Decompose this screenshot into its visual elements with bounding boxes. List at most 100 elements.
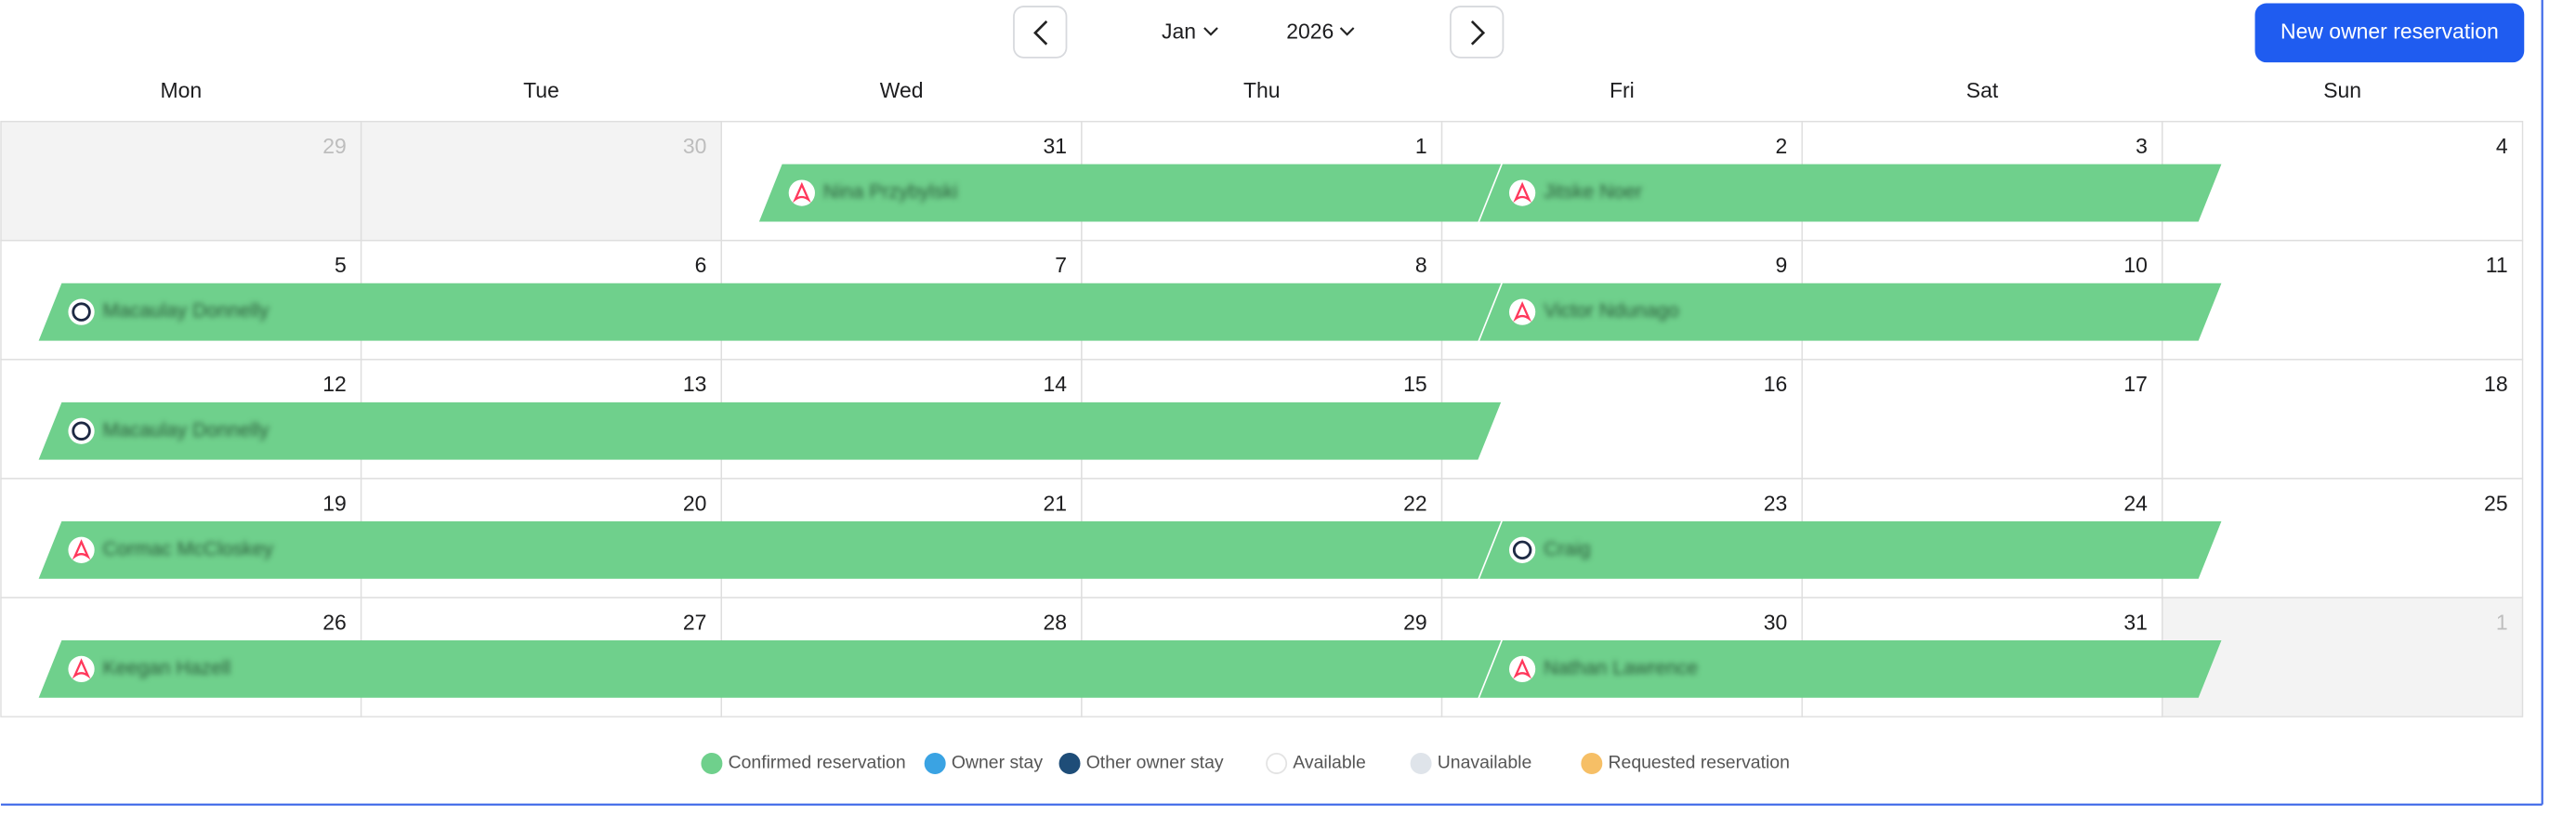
prev-button-box[interactable] bbox=[1013, 6, 1068, 59]
legend-label: Requested reservation bbox=[1608, 753, 1789, 773]
weekday-label: Fri bbox=[1610, 78, 1635, 102]
day-number: 20 bbox=[683, 491, 707, 515]
reservation-bar bbox=[38, 520, 1502, 579]
new-reservation-button[interactable] bbox=[2254, 3, 2525, 63]
new-reservation-label[interactable]: New owner reservation bbox=[2280, 19, 2499, 43]
other-logo bbox=[72, 302, 91, 322]
reservation-bar bbox=[38, 401, 1502, 460]
day-cell bbox=[360, 121, 722, 242]
reservation[interactable]: Jitske Noerairbnb bbox=[1479, 164, 2222, 222]
month-select[interactable]: Jan bbox=[1162, 19, 1196, 43]
guest-name: Jitske Noer bbox=[1544, 181, 1642, 203]
next-button-box[interactable] bbox=[1450, 6, 1505, 59]
day-cell bbox=[2162, 121, 2524, 242]
reservation-bar bbox=[1479, 639, 2222, 698]
day-cell bbox=[1440, 359, 1803, 480]
day-number: 2 bbox=[1776, 134, 1788, 158]
day-number: 17 bbox=[2123, 372, 2148, 396]
year-select[interactable]: 2026 bbox=[1286, 19, 1334, 43]
weekday-label: Sun bbox=[2323, 78, 2361, 102]
reservation[interactable]: Macaulay Donnellyother bbox=[38, 283, 1502, 341]
legend-label: Owner stay bbox=[952, 753, 1044, 773]
legend-dot bbox=[924, 752, 946, 774]
day-number: 29 bbox=[1403, 610, 1427, 634]
day-number: 7 bbox=[1055, 253, 1067, 277]
reservation[interactable]: Victor Ndunagoairbnb bbox=[1479, 283, 2222, 341]
legend-label: Confirmed reservation bbox=[729, 753, 906, 773]
legend-dot bbox=[1581, 752, 1603, 774]
legend-dot bbox=[1266, 752, 1288, 774]
weekday-label: Thu bbox=[1243, 78, 1281, 102]
legend-dot bbox=[701, 752, 723, 774]
day-number: 31 bbox=[1043, 134, 1067, 158]
other-logo bbox=[1512, 540, 1532, 560]
day-number: 27 bbox=[683, 610, 707, 634]
day-cell bbox=[2162, 359, 2524, 480]
guest-name: Nina Przybylski bbox=[823, 181, 958, 203]
day-number: 18 bbox=[2484, 372, 2508, 396]
day-cell bbox=[2162, 597, 2524, 717]
day-cell bbox=[0, 121, 362, 242]
reservation-bar bbox=[1479, 283, 2222, 341]
day-number: 9 bbox=[1776, 253, 1788, 277]
day-number: 11 bbox=[2486, 253, 2508, 277]
reservation[interactable]: Cormac McCloskeyairbnb bbox=[38, 520, 1502, 579]
day-number: 8 bbox=[1415, 253, 1427, 277]
reservation[interactable]: Macaulay Donnellyother bbox=[38, 401, 1502, 460]
day-number: 14 bbox=[1043, 372, 1067, 396]
legend-label: Other owner stay bbox=[1086, 753, 1224, 773]
day-number: 19 bbox=[322, 491, 347, 515]
reservation-bar bbox=[1479, 164, 2222, 222]
reservation-bar bbox=[38, 639, 1502, 698]
airbnb-logo bbox=[72, 539, 91, 560]
airbnb-logo bbox=[1513, 300, 1532, 322]
reservation-bar bbox=[38, 283, 1502, 341]
day-number: 13 bbox=[683, 372, 707, 396]
guest-name: Macaulay Donnelly bbox=[103, 419, 269, 441]
day-number: 1 bbox=[2496, 610, 2508, 634]
day-number: 30 bbox=[683, 134, 707, 158]
day-number: 15 bbox=[1403, 372, 1427, 396]
reservation[interactable]: Keegan Hazellairbnb bbox=[38, 639, 1502, 698]
day-number: 12 bbox=[322, 372, 347, 396]
next-button[interactable] bbox=[1450, 6, 1505, 59]
legend-label: Unavailable bbox=[1438, 753, 1532, 773]
day-number: 22 bbox=[1403, 491, 1427, 515]
day-number: 31 bbox=[2123, 610, 2148, 634]
month-caret bbox=[1203, 27, 1218, 36]
airbnb-logo bbox=[72, 658, 91, 679]
weekday-label: Wed bbox=[880, 78, 924, 102]
other-logo bbox=[72, 421, 91, 441]
day-number: 24 bbox=[2123, 491, 2148, 515]
guest-name: Nathan Lawrence bbox=[1544, 657, 1698, 678]
day-number: 16 bbox=[1764, 372, 1788, 396]
guest-name: Macaulay Donnelly bbox=[103, 300, 269, 322]
day-number: 5 bbox=[335, 253, 347, 277]
day-number: 26 bbox=[322, 610, 347, 634]
day-cell bbox=[1801, 359, 2163, 480]
reservation[interactable]: Nathan Lawrenceairbnb bbox=[1479, 639, 2222, 698]
next-icon bbox=[1470, 20, 1486, 46]
day-number: 29 bbox=[322, 134, 347, 158]
legend-dot bbox=[1058, 752, 1081, 774]
prev-button[interactable] bbox=[1013, 6, 1068, 59]
guest-name: Cormac McCloskey bbox=[103, 538, 274, 559]
guest-name: Craig bbox=[1544, 538, 1591, 559]
day-cell bbox=[2162, 478, 2524, 599]
airbnb-logo bbox=[1513, 658, 1532, 679]
prev-icon bbox=[1033, 20, 1048, 46]
guest-name: Keegan Hazell bbox=[103, 657, 231, 678]
reservation-bar bbox=[1479, 520, 2222, 579]
guest-name: Victor Ndunago bbox=[1544, 300, 1679, 322]
day-number: 4 bbox=[2496, 134, 2508, 158]
weekday-label: Mon bbox=[160, 78, 202, 102]
reservation[interactable]: Craigother bbox=[1479, 520, 2222, 579]
reservation[interactable]: Nina Przybylskiairbnb bbox=[758, 164, 1502, 222]
year-caret bbox=[1339, 27, 1355, 36]
day-number: 10 bbox=[2123, 253, 2148, 277]
day-number: 6 bbox=[695, 253, 707, 277]
day-number: 21 bbox=[1043, 491, 1067, 515]
day-number: 30 bbox=[1764, 610, 1788, 634]
day-number: 23 bbox=[1764, 491, 1788, 515]
day-number: 25 bbox=[2484, 491, 2508, 515]
